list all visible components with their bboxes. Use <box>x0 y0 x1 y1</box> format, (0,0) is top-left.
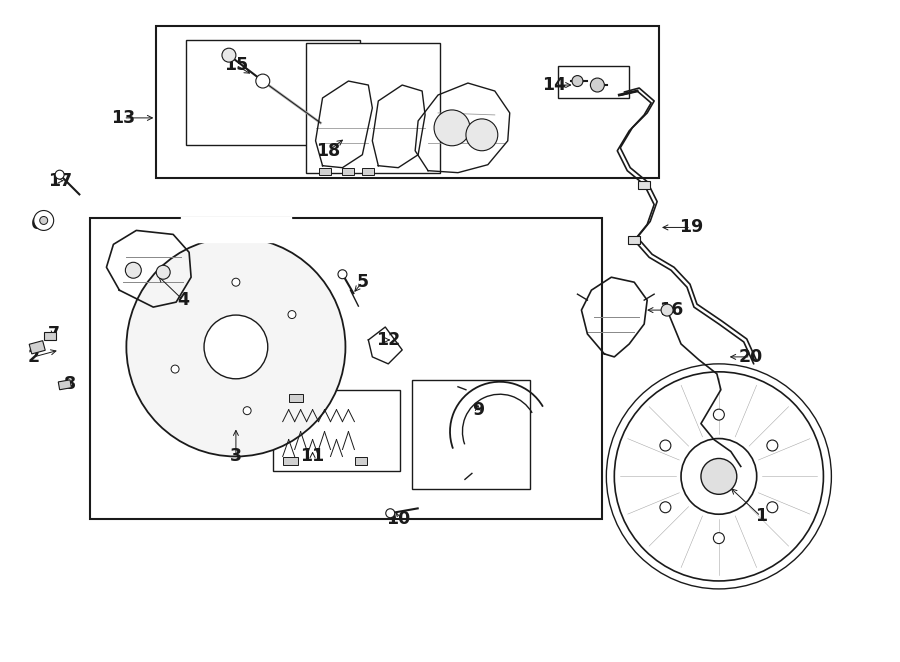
Text: 8: 8 <box>64 375 76 393</box>
Text: 19: 19 <box>679 218 703 236</box>
Text: 14: 14 <box>543 76 567 94</box>
Circle shape <box>701 459 737 495</box>
Circle shape <box>126 238 346 457</box>
Text: 3: 3 <box>230 448 242 465</box>
Text: 20: 20 <box>739 348 763 366</box>
Bar <box>283 457 298 465</box>
Bar <box>628 236 640 244</box>
Circle shape <box>767 502 778 513</box>
Bar <box>44 332 56 340</box>
Circle shape <box>386 509 395 518</box>
Text: 11: 11 <box>301 448 325 465</box>
Text: 13: 13 <box>112 109 135 127</box>
Bar <box>58 380 71 390</box>
Text: 16: 16 <box>659 301 683 319</box>
Text: 4: 4 <box>177 291 189 309</box>
Circle shape <box>34 211 54 230</box>
Text: 10: 10 <box>386 510 410 528</box>
Circle shape <box>615 372 824 581</box>
Circle shape <box>222 48 236 62</box>
Bar <box>29 341 45 354</box>
Circle shape <box>171 365 179 373</box>
Circle shape <box>157 265 170 279</box>
Text: 18: 18 <box>317 142 340 160</box>
Bar <box>343 167 355 175</box>
Circle shape <box>714 533 724 544</box>
Text: 1: 1 <box>754 507 767 525</box>
Circle shape <box>590 78 604 92</box>
Text: 5: 5 <box>356 273 368 291</box>
Bar <box>89 218 602 519</box>
Bar <box>557 66 629 98</box>
Circle shape <box>767 440 778 451</box>
Text: 12: 12 <box>376 331 400 349</box>
Circle shape <box>256 74 270 88</box>
Bar <box>356 457 367 465</box>
Bar <box>363 167 374 175</box>
Circle shape <box>466 119 498 151</box>
Bar <box>638 181 650 189</box>
Bar <box>412 380 530 489</box>
Circle shape <box>232 278 240 286</box>
Bar <box>306 43 440 173</box>
Circle shape <box>338 269 346 279</box>
Circle shape <box>40 216 48 224</box>
Text: 2: 2 <box>28 348 40 366</box>
Text: 6: 6 <box>31 215 43 234</box>
Bar <box>273 390 400 471</box>
Circle shape <box>660 440 670 451</box>
Circle shape <box>434 110 470 146</box>
Text: 15: 15 <box>224 56 248 74</box>
Circle shape <box>572 75 583 87</box>
Circle shape <box>125 262 141 278</box>
Bar <box>289 394 302 402</box>
Text: 17: 17 <box>48 171 72 189</box>
Circle shape <box>660 502 670 513</box>
Text: 9: 9 <box>472 401 484 418</box>
Bar <box>157 26 659 177</box>
Circle shape <box>681 438 757 514</box>
Circle shape <box>243 406 251 414</box>
Bar <box>186 40 360 145</box>
Circle shape <box>607 364 832 589</box>
Circle shape <box>662 304 673 316</box>
Text: 7: 7 <box>48 325 59 343</box>
Circle shape <box>714 409 724 420</box>
Circle shape <box>204 315 268 379</box>
Bar <box>319 167 330 175</box>
Circle shape <box>55 170 64 179</box>
Circle shape <box>288 310 296 318</box>
